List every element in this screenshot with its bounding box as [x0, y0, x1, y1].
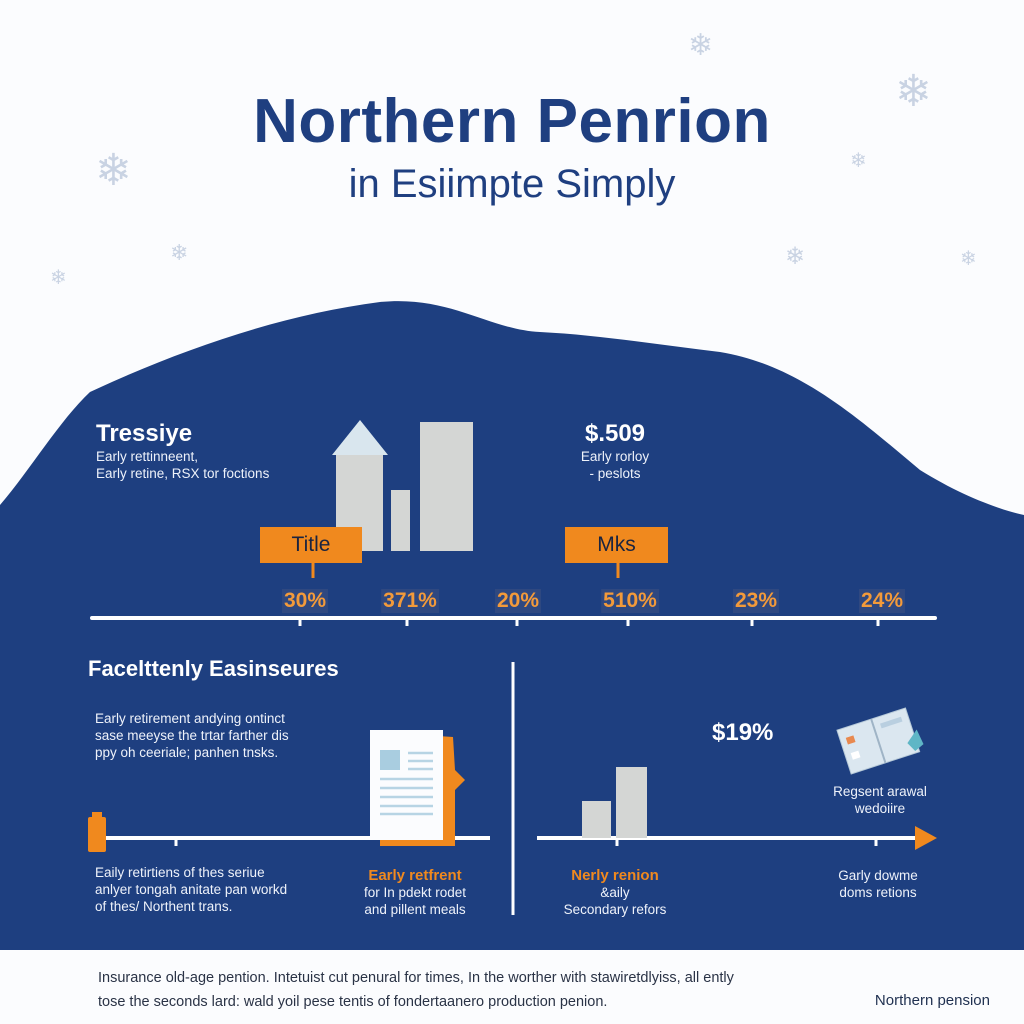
snowflake-icon: ❄ [895, 67, 932, 116]
bottom-left-text: Eaily retirtiens of thes seriue anlyer t… [95, 864, 287, 915]
stat-value: $.509 [584, 420, 646, 447]
text-line: sase meeyse the trtar farther dis [95, 728, 289, 743]
text-line: Early rorloy [580, 449, 650, 464]
section-intro: Early retirement andying ontinct sase me… [95, 710, 289, 761]
percent-label: 24% [858, 589, 906, 613]
bars-label-title: Nerly renion [571, 867, 659, 884]
document-icon [370, 730, 465, 846]
stat-description: Early rettinneent, Early retine, RSX tor… [96, 448, 269, 482]
bars-label: Nerly renion &aily Secondary refors [550, 867, 680, 918]
document-label: Early retfrent for In pdekt rodet and pi… [350, 867, 480, 918]
stat-description: Early rorloy - peslots [560, 448, 670, 482]
bar [582, 801, 611, 838]
text-line: Regsent arawal [833, 784, 927, 799]
book-label: Regsent arawal wedoiire [820, 783, 940, 817]
text-line: wedoiire [854, 801, 906, 816]
text-line: - peslots [589, 466, 641, 481]
page-title: Northern Penrion [253, 87, 771, 156]
section-heading: Facelttenly Easinseures [88, 656, 339, 681]
text-line: of thes/ Northent trans. [95, 899, 233, 914]
stat-value: $19% [712, 719, 774, 746]
snowflake-icon: ❄ [95, 146, 132, 195]
tag-title: Title [260, 527, 362, 563]
text-line: Early rettinneent, [96, 449, 199, 464]
right-label: Garly dowme doms retions [818, 867, 938, 901]
text-line: and pillent meals [364, 902, 466, 917]
text-line: Insurance old-age pention. Intetuist cut… [98, 970, 734, 986]
text-line: &aily [600, 885, 630, 900]
text-line: for In pdekt rodet [363, 885, 467, 900]
text-line: ppy oh ceeriale; panhen tnsks. [95, 745, 279, 760]
percent-label: 510% [601, 589, 659, 613]
tag-icon [88, 817, 106, 852]
bar [616, 767, 647, 838]
stat-heading: Tressiye [96, 420, 193, 447]
footer-text: Insurance old-age pention. Intetuist cut… [98, 966, 734, 1014]
text-line: Early retine, RSX tor foctions [96, 466, 270, 481]
book-icon [836, 707, 924, 775]
text-line: Eaily retirtiens of thes seriue [95, 865, 265, 880]
percent-label: 30% [281, 589, 329, 613]
text-line: Secondary refors [563, 902, 667, 917]
percent-label: 23% [732, 589, 780, 613]
text-line: Early retirement andying ontinct [95, 711, 285, 726]
snowflake-icon: ❄ [50, 267, 67, 289]
arrow-right-icon [915, 826, 937, 850]
document-label-title: Early retfrent [368, 867, 462, 884]
text-line: anlyer tongah anitate pan workd [95, 882, 288, 897]
snowflake-icon: ❄ [688, 29, 714, 62]
footer-brand: Northern pension [874, 992, 990, 1009]
text-line: Garly dowme [838, 868, 918, 883]
percent-label: 371% [381, 589, 439, 613]
page-subtitle: in Esiimpte Simply [348, 162, 676, 206]
text-line: tose the seconds lard: wald yoil pese te… [98, 994, 608, 1010]
bar [391, 490, 410, 551]
snowflake-icon: ❄ [850, 150, 867, 172]
snowflake-icon: ❄ [170, 240, 189, 265]
snowflake-icon: ❄ [785, 243, 806, 270]
tag-mks: Mks [565, 527, 668, 563]
percent-label: 20% [494, 589, 542, 613]
snowflake-icon: ❄ [960, 248, 977, 270]
text-line: doms retions [839, 885, 917, 900]
bar [420, 422, 473, 551]
